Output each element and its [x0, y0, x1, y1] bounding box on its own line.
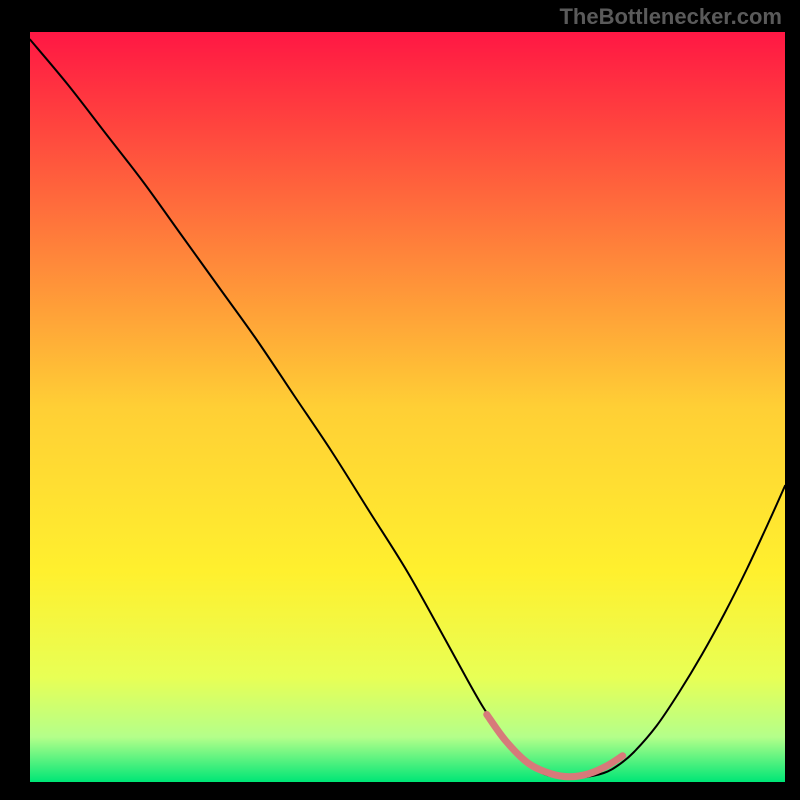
watermark-text: TheBottlenecker.com [559, 4, 782, 30]
bottleneck-curve [30, 32, 785, 782]
plot-area [30, 32, 785, 782]
